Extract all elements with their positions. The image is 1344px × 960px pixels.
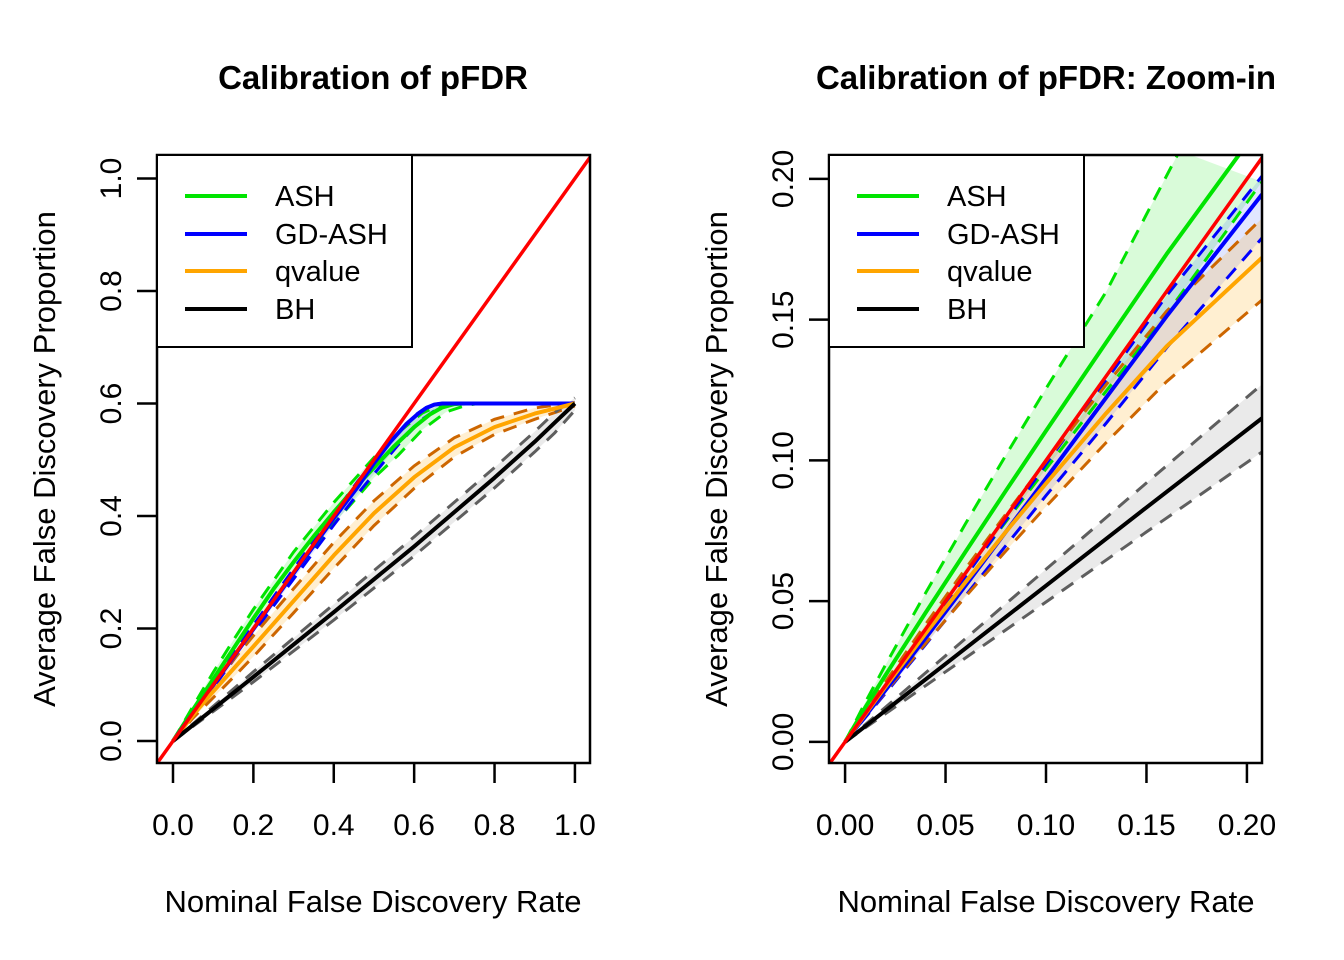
ci-upper-ash	[843, 155, 1180, 743]
ci-upper-bh	[844, 383, 1262, 744]
page-title: Calibration of pFDR	[218, 59, 528, 96]
y-tick-label: 0.4	[95, 495, 128, 537]
x-tick-label: 0.20	[1218, 809, 1276, 842]
x-tick-label: 0.8	[474, 809, 516, 842]
reference-line	[829, 155, 1262, 763]
y-tick-label: 0.05	[767, 572, 800, 630]
legend: ASH GD-ASH qvalue BH	[156, 154, 413, 348]
y-tick-label: 0.20	[767, 150, 800, 208]
y-axis-label: Average False Discovery Proportion	[27, 211, 62, 707]
panel-pfdr: Calibration of pFDR 0.0 0.2 0.4 0.6 0.8 1.00.…	[27, 59, 596, 919]
x-tick-label: 0.4	[313, 809, 355, 842]
ci-lower-qvalue	[171, 404, 576, 742]
x-tick-label: 0.15	[1117, 809, 1175, 842]
x-tick-label: 0.00	[816, 809, 874, 842]
x-tick-label: 0.10	[1017, 809, 1075, 842]
legend-box	[828, 154, 1085, 348]
legend-label-ash: ASH	[947, 181, 1007, 213]
band-ash	[173, 403, 575, 741]
curve-qvalue	[171, 401, 576, 743]
x-tick-label: 0.6	[393, 809, 435, 842]
x-axis-label: Nominal False Discovery Rate	[165, 884, 582, 919]
ci-lower-bh	[844, 450, 1262, 744]
band-gd-ash	[173, 403, 575, 741]
reference-line	[157, 155, 590, 763]
plot-area	[829, 155, 1262, 763]
legend-label-bh: BH	[947, 294, 987, 326]
legend-label-gdash: GD-ASH	[275, 219, 388, 251]
band-qvalue	[845, 218, 1262, 742]
legend-box	[156, 154, 413, 348]
axes: 0.0 0.2 0.4 0.6 0.8 1.0 0.0 0.2 0.4 0.6 0.8 1.0	[95, 158, 596, 842]
legend-label-bh: BH	[275, 294, 315, 326]
legend: ASH GD-ASH qvalue BH	[828, 154, 1085, 348]
ci-lower-qvalue	[843, 298, 1262, 743]
y-tick-label: 1.0	[95, 158, 128, 200]
curve-ash	[843, 155, 1242, 743]
plot-area	[157, 155, 590, 763]
y-tick-label: 0.0	[95, 720, 128, 762]
y-tick-label: 0.2	[95, 608, 128, 650]
x-tick-label: 1.0	[554, 809, 596, 842]
y-tick-label: 0.6	[95, 383, 128, 425]
y-axis-label: Average False Discovery Proportion	[699, 211, 734, 707]
ci-upper-qvalue	[171, 400, 576, 742]
curve-bh	[171, 402, 577, 743]
axes: 0.00 0.05 0.10 0.15 0.20 0.00 0.05 0.10 0.15 0.20	[767, 150, 1276, 842]
y-tick-label: 0.15	[767, 291, 800, 349]
legend-label-qvalue: qvalue	[947, 256, 1032, 288]
y-tick-label: 0.10	[767, 431, 800, 489]
x-axis-label: Nominal False Discovery Rate	[838, 884, 1255, 919]
panel-pfdr-zoom: Calibration of pFDR: Zoom-in 0.00 0.05 0.1…	[699, 59, 1276, 919]
ci-upper-ash	[171, 402, 575, 742]
legend-label-gdash: GD-ASH	[947, 219, 1060, 251]
curve-bh	[843, 416, 1262, 744]
x-tick-label: 0.05	[916, 809, 974, 842]
ci-lower-gd-ash	[843, 237, 1262, 743]
x-tick-label: 0.0	[152, 809, 194, 842]
x-tick-label: 0.2	[233, 809, 275, 842]
ci-lower-bh	[172, 409, 577, 743]
y-tick-label: 0.00	[767, 713, 800, 771]
legend-label-ash: ASH	[275, 181, 335, 213]
page-title-zoom: Calibration of pFDR: Zoom-in	[816, 59, 1276, 96]
y-tick-label: 0.8	[95, 270, 128, 312]
ci-upper-bh	[172, 396, 576, 743]
legend-label-qvalue: qvalue	[275, 256, 360, 288]
